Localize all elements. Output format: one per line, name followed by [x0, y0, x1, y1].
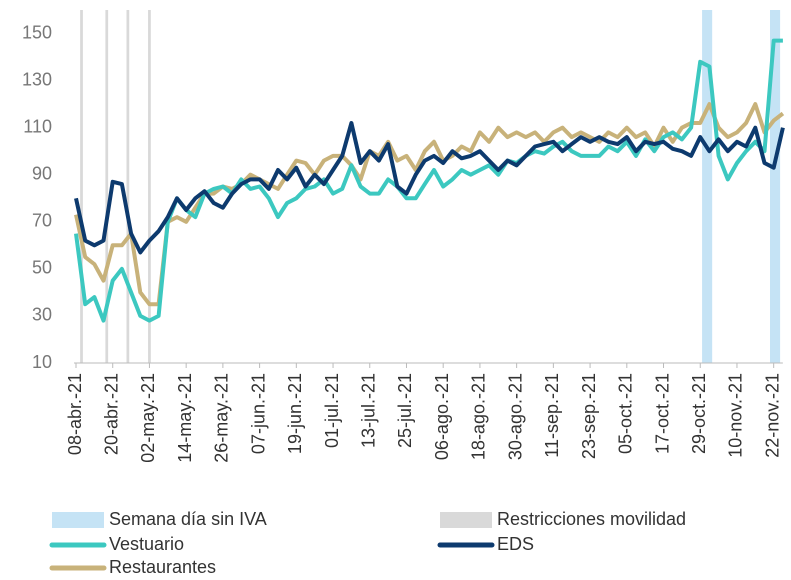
x-tick-label: 19-jun.-21: [285, 373, 305, 454]
x-tick-label: 20-abr.-21: [101, 373, 121, 455]
y-tick-label: 70: [32, 211, 52, 231]
x-tick-label: 23-sep.-21: [579, 373, 599, 459]
x-tick-label: 10-nov.-21: [726, 373, 746, 458]
y-tick-label: 50: [32, 258, 52, 278]
shaded-region: [126, 10, 130, 363]
series-line: [74, 38, 783, 323]
x-tick-label: 22-nov.-21: [762, 373, 782, 458]
x-tick-label: 06-ago.-21: [432, 373, 452, 460]
x-tick-label: 14-may.-21: [175, 373, 195, 463]
shaded-region: [702, 10, 713, 363]
shaded-region: [105, 10, 109, 363]
y-tick-label: 110: [23, 116, 52, 136]
x-tick-label: 29-oct.-21: [689, 373, 709, 454]
legend-swatch: [52, 512, 104, 528]
x-tick-label: 08-abr.-21: [65, 373, 85, 455]
x-tick-label: 13-jul.-21: [359, 373, 379, 448]
x-tick-label: 07-jun.-21: [248, 373, 268, 454]
series-line: [74, 121, 785, 255]
x-tick-label: 02-may.-21: [138, 373, 158, 463]
legend-label: Restaurantes: [109, 557, 216, 577]
y-tick-label: 150: [22, 22, 52, 42]
x-tick-label: 30-ago.-21: [505, 373, 525, 460]
x-tick-label: 05-oct.-21: [616, 373, 636, 454]
shaded-region: [148, 10, 151, 363]
legend-label: Restricciones movilidad: [497, 509, 686, 529]
y-tick-label: 10: [32, 352, 52, 372]
legend-label: EDS: [497, 534, 534, 554]
legend-swatch: [440, 512, 492, 528]
x-tick-label: 18-ago.-21: [469, 373, 489, 460]
x-tick-label: 01-jul.-21: [322, 373, 342, 448]
x-tick-label: 17-oct.-21: [652, 373, 672, 454]
series-line: [74, 102, 785, 307]
x-tick-label: 11-sep.-21: [542, 373, 562, 458]
x-tick-label: 26-may.-21: [212, 373, 232, 463]
shaded-region: [80, 10, 83, 363]
y-tick-label: 130: [22, 69, 52, 89]
y-tick-label: 30: [32, 305, 52, 325]
legend-label: Semana día sin IVA: [109, 509, 267, 529]
y-tick-label: 90: [32, 163, 52, 183]
legend-label: Vestuario: [109, 534, 184, 554]
shaded-region: [770, 10, 781, 363]
x-tick-label: 25-jul.-21: [395, 373, 415, 448]
